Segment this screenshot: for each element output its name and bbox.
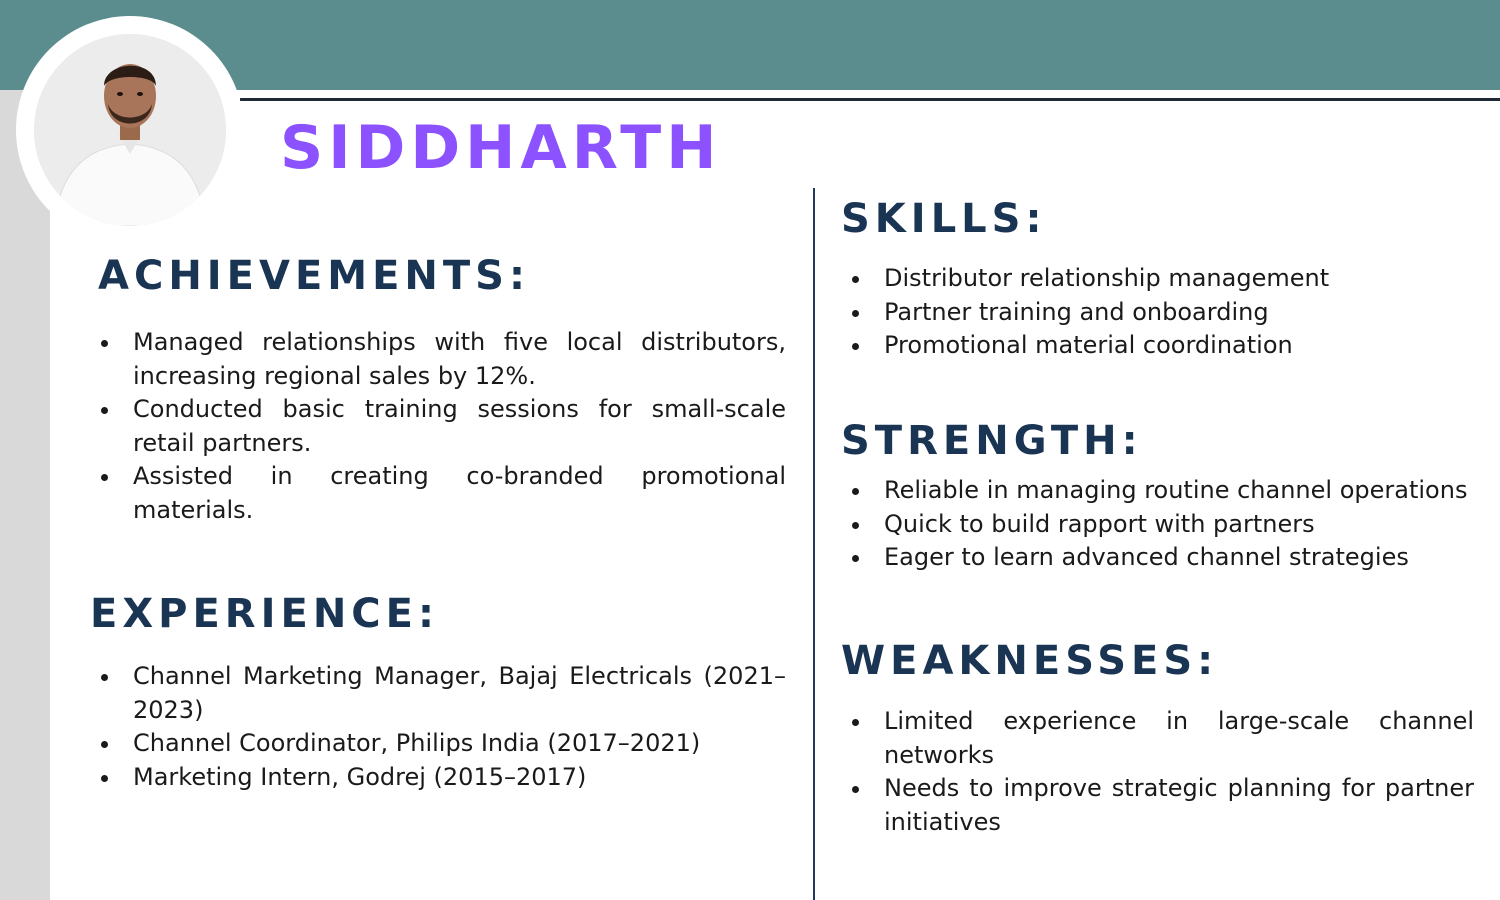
achievements-heading: ACHIEVEMENTS: (98, 253, 530, 299)
achievements-list: Managed relationships with five local di… (98, 326, 786, 527)
experience-list: Channel Marketing Manager, Bajaj Electri… (98, 660, 786, 794)
weaknesses-list: Limited experience in large-scale channe… (849, 705, 1474, 839)
list-item: Promotional material coordination (849, 329, 1474, 363)
list-item: Partner training and onboarding (849, 296, 1474, 330)
list-item: Needs to improve strategic planning for … (849, 772, 1474, 839)
list-item: Marketing Intern, Godrej (2015–2017) (98, 761, 786, 795)
list-item: Quick to build rapport with partners (849, 508, 1474, 542)
weaknesses-heading: WEAKNESSES: (841, 638, 1219, 684)
list-item: Conducted basic training sessions for sm… (98, 393, 786, 460)
list-item: Channel Marketing Manager, Bajaj Electri… (98, 660, 786, 727)
list-item: Eager to learn advanced channel strategi… (849, 541, 1474, 575)
header-bar (0, 0, 1500, 90)
list-item: Distributor relationship management (849, 262, 1474, 296)
column-divider (813, 188, 815, 900)
profile-photo-frame (16, 16, 244, 244)
header-rule (240, 98, 1500, 101)
list-item: Limited experience in large-scale channe… (849, 705, 1474, 772)
list-item: Assisted in creating co-branded promotio… (98, 460, 786, 527)
strength-list: Reliable in managing routine channel ope… (849, 474, 1474, 575)
strength-heading: STRENGTH: (841, 418, 1143, 464)
skills-list: Distributor relationship management Part… (849, 262, 1474, 363)
list-item: Managed relationships with five local di… (98, 326, 786, 393)
left-accent-strip (0, 90, 50, 900)
profile-photo (34, 34, 226, 226)
list-item: Channel Coordinator, Philips India (2017… (98, 727, 786, 761)
experience-heading: EXPERIENCE: (90, 591, 439, 637)
skills-heading: SKILLS: (841, 196, 1047, 242)
candidate-name: SIDDHARTH (280, 113, 722, 183)
list-item: Reliable in managing routine channel ope… (849, 474, 1474, 508)
